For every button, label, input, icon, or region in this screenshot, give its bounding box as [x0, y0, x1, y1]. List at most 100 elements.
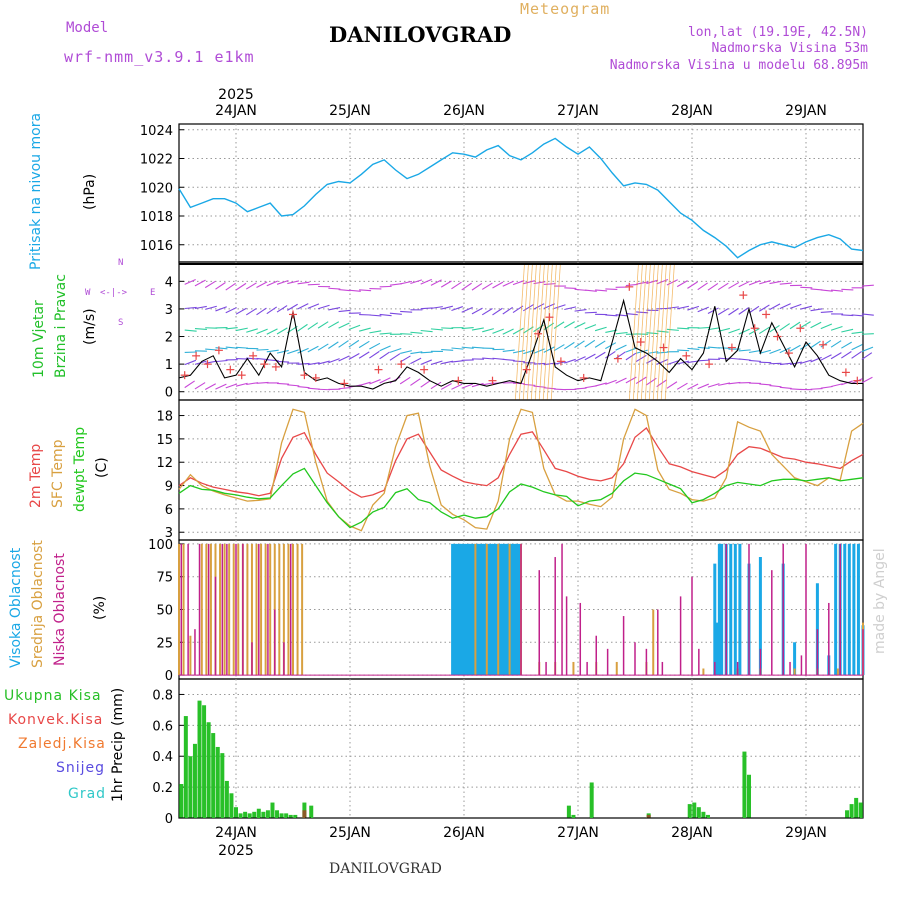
wind-arrow [287, 349, 299, 355]
wind-arrow [810, 308, 823, 312]
wind-arrow [543, 283, 556, 286]
wind-arrow [266, 306, 278, 315]
wind-arrow [225, 383, 238, 389]
precip-bar [742, 751, 747, 818]
wind-arrow [205, 305, 217, 310]
wind-arrow [389, 347, 402, 353]
precip-bar [288, 814, 293, 818]
wind-arrow [830, 352, 842, 360]
y-tick-label: 15 [156, 433, 173, 448]
storm-streak [526, 264, 537, 401]
wind-arrow [235, 282, 247, 291]
storm-streak [660, 264, 671, 401]
wind-arrow [379, 345, 391, 352]
wind-arrow [430, 360, 443, 366]
wind-arrow [574, 322, 586, 329]
wind-arrow [276, 349, 289, 354]
y-tick-label: 1024 [140, 124, 173, 139]
wind-arrow [400, 350, 412, 354]
y-tick-label: 1020 [140, 181, 173, 196]
wind-arrow [851, 351, 862, 359]
wind-arrow [594, 382, 607, 387]
wind-arrow [338, 309, 351, 313]
wind-arrow [800, 305, 813, 310]
wind-arrow [358, 351, 370, 359]
precip-bar [279, 813, 284, 818]
precip-bar [854, 797, 859, 818]
wind-arrow [256, 348, 269, 351]
wind-panel: 0 1 2 3 4 [165, 261, 874, 401]
wind-arrow [194, 327, 207, 331]
wind-arrow [235, 358, 249, 360]
wind-arrow [543, 346, 555, 353]
wind-arrow [758, 326, 770, 335]
x-top-label: 28JAN [671, 103, 713, 119]
precip-bar [275, 810, 280, 818]
wind-arrow [410, 378, 421, 386]
wind-arrow [235, 382, 248, 387]
wind-arrow [728, 381, 741, 385]
wind-arrow [769, 348, 781, 355]
wind-arrow [861, 284, 874, 287]
wind-arrow [461, 282, 472, 291]
precip-bar [229, 793, 234, 818]
wind-arrow [451, 383, 463, 390]
wind-arrow [348, 289, 361, 292]
wind-arrow [841, 288, 854, 291]
y-tick-label: 3 [165, 303, 173, 318]
wind-arrow [861, 376, 873, 384]
temp-line-1 [178, 408, 864, 532]
wind-arrow [420, 307, 433, 310]
wind-arrow [358, 340, 370, 349]
wind-arrow [635, 376, 647, 385]
wind-arrow [553, 344, 565, 352]
wind-arrow [830, 325, 843, 331]
wind-arrow [717, 282, 729, 291]
wind-arrow [266, 280, 279, 287]
precip-bar [284, 813, 289, 818]
precip-bar [192, 743, 197, 818]
wind-dir-e: E [150, 288, 156, 298]
y-tick-label: 1016 [140, 239, 173, 254]
wind-arrow [215, 383, 227, 390]
wind-arrow [666, 328, 679, 331]
x-bottom-label: 24JAN [215, 825, 257, 841]
y-tick-label: 9 [165, 480, 173, 495]
wind-arrow [369, 342, 381, 350]
precip-bar [845, 810, 850, 818]
wind-arrow [420, 379, 431, 388]
wind-arrow [266, 349, 279, 353]
storm-streak [648, 264, 659, 401]
wind-arrow [328, 287, 341, 290]
precip-bar [179, 784, 184, 818]
wind-arrow [235, 327, 248, 332]
y-tick-label: 6 [165, 503, 173, 518]
temp-line-2 [178, 467, 864, 529]
wind-arrow [851, 314, 864, 317]
legend-frz: Zaledj.Kisa [18, 736, 106, 752]
wind-arrow [615, 331, 628, 335]
wind-arrow [430, 381, 442, 390]
x-top-label: 29JAN [785, 103, 827, 119]
wind-arrow [820, 354, 832, 361]
precip-bar [238, 813, 243, 818]
wind-arrow [677, 360, 689, 365]
wind-arrow [502, 358, 515, 361]
wind-arrow [738, 280, 750, 288]
wind-arrow [718, 347, 731, 349]
wind-arrow [287, 280, 300, 285]
wind-arrow [718, 382, 731, 386]
wind-arrow [697, 306, 709, 313]
wind-arrow [533, 362, 546, 365]
wind-arrow [789, 344, 801, 352]
wind-arrow [502, 280, 514, 287]
wind-arrow [533, 303, 545, 310]
pressure-panel: 1016 1018 1020 1022 1024 [140, 123, 864, 263]
wind-arrow [656, 359, 668, 365]
wind-arrow [369, 330, 382, 334]
precip-bar [234, 807, 238, 818]
wind-arrow [225, 327, 238, 330]
wind-arrow [256, 307, 267, 316]
wind-arrow [512, 280, 525, 286]
y-tick-label: 50 [156, 604, 173, 619]
